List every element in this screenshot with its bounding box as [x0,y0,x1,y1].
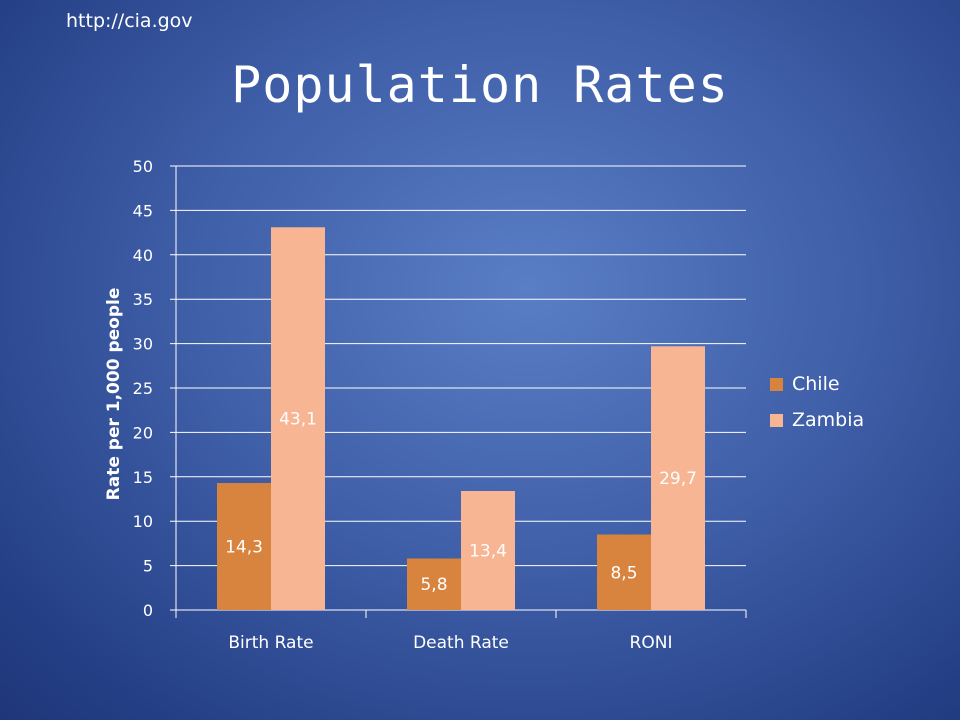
y-tick-label: 30 [133,335,153,354]
y-tick-label: 35 [133,290,153,309]
data-label-zambia-1: 13,4 [469,542,507,562]
y-tick-label: 40 [133,246,153,265]
y-tick-label: 20 [133,423,153,442]
data-label-zambia-2: 29,7 [659,469,697,489]
y-tick-label: 50 [133,157,153,176]
x-tick-label: RONI [630,633,673,653]
y-tick-label: 45 [133,201,153,220]
data-label-zambia-0: 43,1 [279,410,317,430]
data-label-chile-2: 8,5 [610,563,637,583]
x-tick-label: Birth Rate [228,633,313,653]
y-tick-label: 10 [133,512,153,531]
bar-zambia-1 [461,491,515,610]
legend-item-chile: Chile [770,373,864,395]
legend-label-chile: Chile [792,373,840,395]
y-axis-label: Rate per 1,000 people [104,287,124,501]
bar-chile-2 [597,534,651,610]
legend-item-zambia: Zambia [770,409,864,431]
bar-chile-0 [217,483,271,610]
x-tick-label: Death Rate [413,633,509,653]
y-tick-label: 25 [133,379,153,398]
chart-title: Population Rates [231,56,729,114]
legend-label-zambia: Zambia [792,409,865,431]
bar-zambia-2 [651,346,705,610]
legend: Chile Zambia [770,373,864,445]
y-tick-label: 5 [143,557,153,576]
bar-zambia-0 [271,227,325,610]
data-label-chile-1: 5,8 [420,575,447,595]
legend-swatch-zambia [770,413,783,427]
bar-chile-1 [407,558,461,610]
y-tick-label: 15 [133,468,153,487]
source-url: http://cia.gov [66,10,193,32]
legend-swatch-chile [770,377,783,391]
data-label-chile-0: 14,3 [225,538,263,558]
y-tick-label: 0 [143,601,153,620]
